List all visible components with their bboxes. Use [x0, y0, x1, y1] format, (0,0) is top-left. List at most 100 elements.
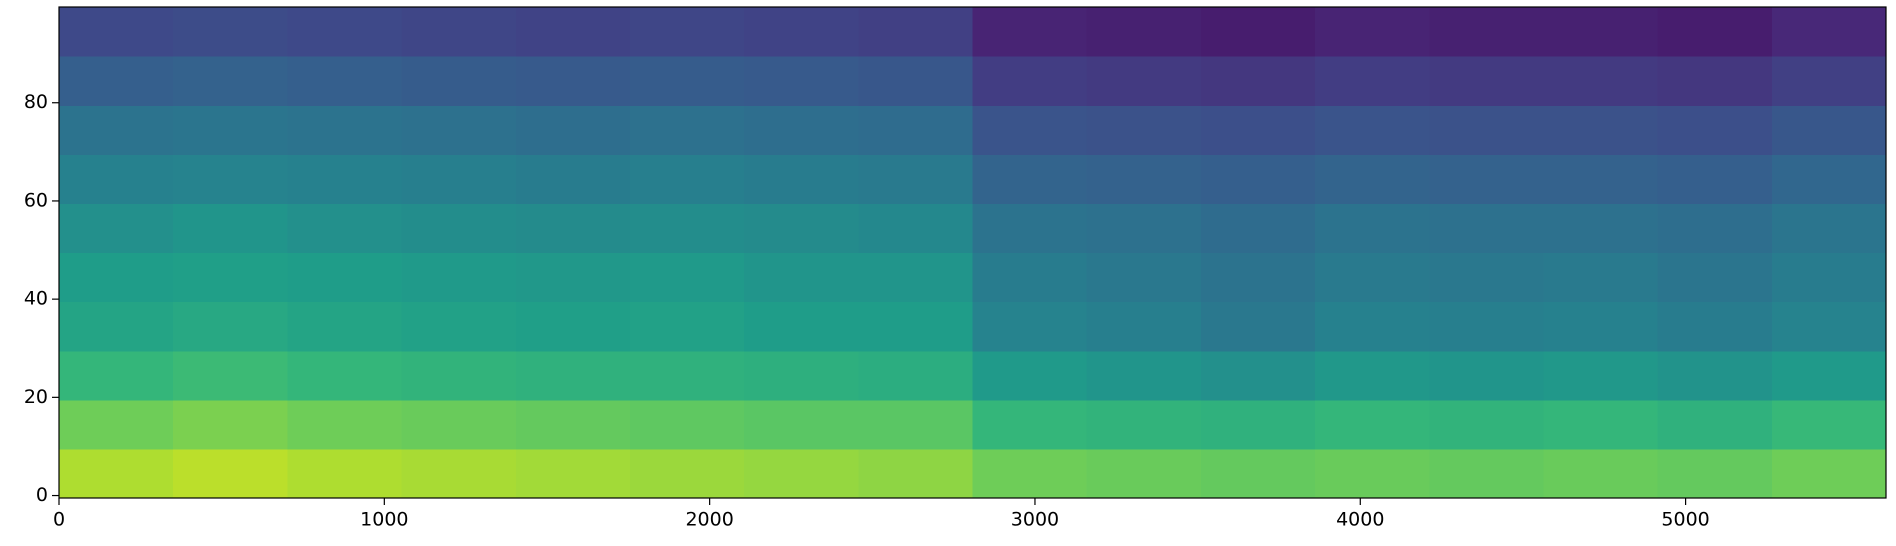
- heatmap-cell: [1315, 56, 1430, 106]
- heatmap-cell: [173, 448, 288, 499]
- heatmap-cell: [629, 7, 745, 57]
- y-tick-label: 80: [24, 91, 48, 113]
- heatmap-cell: [1086, 203, 1202, 254]
- heatmap-cell: [1200, 301, 1316, 352]
- heatmap-cell: [1200, 203, 1316, 254]
- heatmap-cell: [173, 56, 288, 106]
- heatmap-cell: [59, 252, 174, 303]
- heatmap-cell: [1200, 350, 1316, 401]
- heatmap-cell: [515, 448, 631, 499]
- heatmap-cell: [287, 301, 403, 352]
- heatmap-cell: [401, 301, 517, 352]
- heatmap-cell: [1543, 350, 1659, 401]
- heatmap-cell: [59, 56, 174, 106]
- heatmap-cell: [173, 350, 288, 401]
- heatmap-cell: [1086, 350, 1202, 401]
- heatmap-cell: [858, 154, 974, 204]
- heatmap-cell: [1086, 448, 1202, 499]
- y-tick-label: 0: [36, 484, 48, 506]
- heatmap-cell: [1543, 399, 1659, 450]
- heatmap-cell: [1429, 399, 1545, 450]
- heatmap-cell: [1200, 56, 1316, 106]
- heatmap-cell: [1315, 350, 1430, 401]
- heatmap-cell: [1315, 252, 1430, 303]
- heatmap-cell: [401, 7, 517, 57]
- heatmap: [59, 7, 1887, 499]
- heatmap-cell: [629, 399, 745, 450]
- heatmap-cell: [972, 399, 1088, 450]
- heatmap-cell: [858, 399, 974, 450]
- heatmap-cell: [629, 105, 745, 155]
- heatmap-cell: [1657, 7, 1773, 57]
- heatmap-cell: [1771, 105, 1887, 155]
- heatmap-cell: [401, 350, 517, 401]
- heatmap-cell: [287, 105, 403, 155]
- heatmap-cell: [1315, 203, 1430, 254]
- heatmap-cell: [972, 154, 1088, 204]
- heatmap-cell: [1086, 399, 1202, 450]
- heatmap-cell: [1657, 448, 1773, 499]
- heatmap-cell: [287, 399, 403, 450]
- heatmap-cell: [59, 105, 174, 155]
- heatmap-cell: [1657, 203, 1773, 254]
- heatmap-cell: [858, 203, 974, 254]
- heatmap-cell: [1543, 105, 1659, 155]
- heatmap-cell: [1315, 154, 1430, 204]
- heatmap-cell: [59, 203, 174, 254]
- heatmap-cell: [1315, 301, 1430, 352]
- heatmap-cell: [744, 448, 859, 499]
- heatmap-cell: [59, 448, 174, 499]
- heatmap-cell: [1429, 105, 1545, 155]
- heatmap-cell: [1086, 56, 1202, 106]
- heatmap-cell: [1200, 154, 1316, 204]
- heatmap-cell: [173, 7, 288, 57]
- heatmap-cell: [629, 203, 745, 254]
- heatmap-cell: [515, 7, 631, 57]
- heatmap-cell: [1200, 7, 1316, 57]
- heatmap-cell: [972, 105, 1088, 155]
- heatmap-cell: [287, 252, 403, 303]
- heatmap-cell: [287, 7, 403, 57]
- heatmap-cell: [287, 154, 403, 204]
- heatmap-cell: [858, 350, 974, 401]
- heatmap-cell: [401, 105, 517, 155]
- heatmap-cell: [59, 350, 174, 401]
- heatmap-cell: [401, 56, 517, 106]
- heatmap-cell: [1543, 154, 1659, 204]
- heatmap-cell: [744, 105, 859, 155]
- y-tick-label: 20: [24, 386, 48, 408]
- heatmap-cell: [515, 56, 631, 106]
- x-tick-label: 5000: [1661, 509, 1709, 531]
- heatmap-cell: [515, 252, 631, 303]
- heatmap-cell: [1771, 448, 1887, 499]
- heatmap-cell: [173, 301, 288, 352]
- heatmap-cell: [858, 252, 974, 303]
- heatmap-cell: [1543, 448, 1659, 499]
- heatmap-cell: [59, 301, 174, 352]
- heatmap-cell: [1086, 154, 1202, 204]
- heatmap-cell: [1543, 7, 1659, 57]
- heatmap-cell: [515, 399, 631, 450]
- heatmap-cell: [515, 105, 631, 155]
- heatmap-cell: [629, 301, 745, 352]
- heatmap-cell: [1429, 7, 1545, 57]
- axes-frame: [58, 6, 1887, 499]
- heatmap-cell: [515, 350, 631, 401]
- heatmap-cell: [972, 252, 1088, 303]
- heatmap-cell: [972, 203, 1088, 254]
- heatmap-cell: [972, 56, 1088, 106]
- heatmap-cell: [629, 448, 745, 499]
- heatmap-cell: [858, 448, 974, 499]
- heatmap-cell: [287, 203, 403, 254]
- heatmap-cell: [173, 252, 288, 303]
- heatmap-cell: [629, 350, 745, 401]
- heatmap-cell: [287, 56, 403, 106]
- heatmap-cell: [744, 154, 859, 204]
- x-tick-label: 0: [53, 509, 65, 531]
- y-tick-label: 60: [24, 189, 48, 211]
- heatmap-cell: [1429, 350, 1545, 401]
- heatmap-cell: [1771, 203, 1887, 254]
- heatmap-cell: [1200, 105, 1316, 155]
